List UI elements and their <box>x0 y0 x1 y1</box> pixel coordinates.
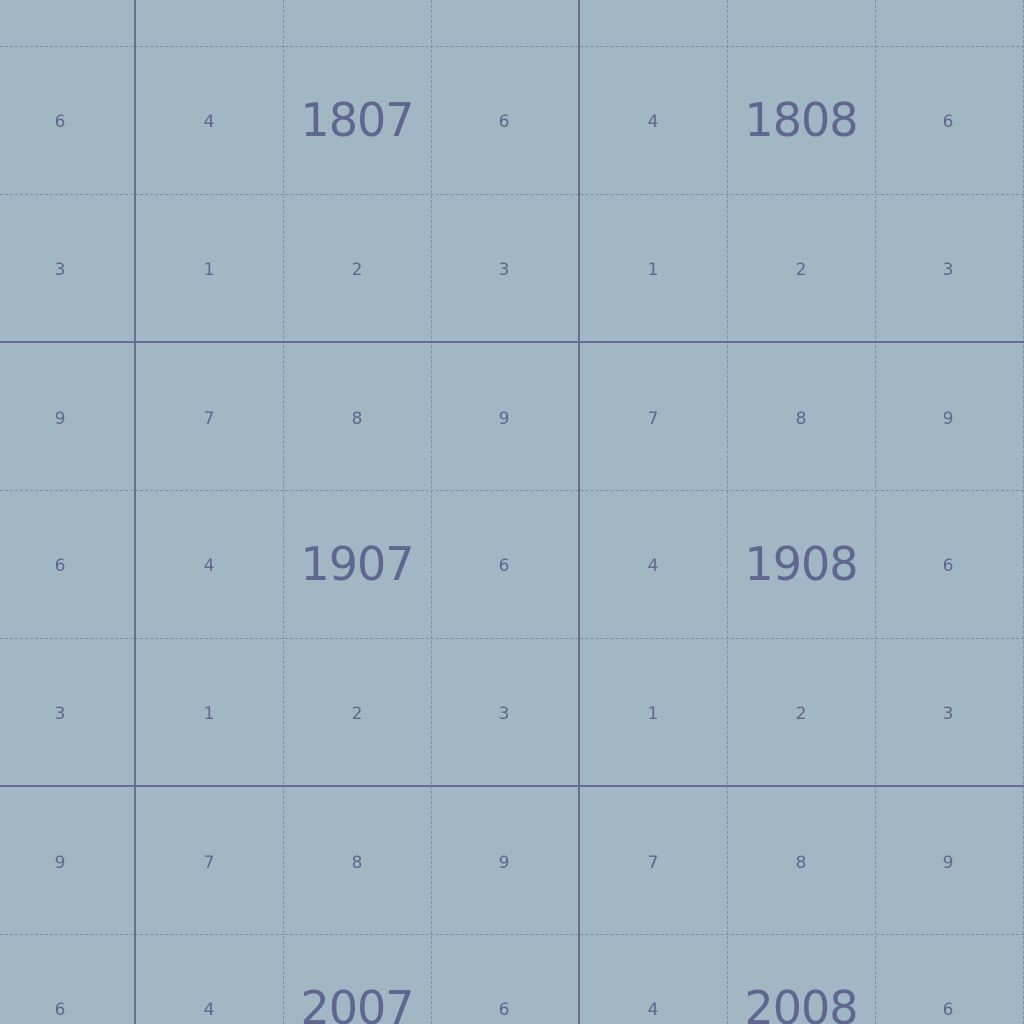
grid-cell-number: 6 <box>498 112 510 132</box>
grid-line-major-vertical <box>134 0 136 1024</box>
grid-line-minor-vertical <box>431 0 432 1024</box>
grid-cell-number: 4 <box>647 1000 659 1020</box>
grid-cell-number: 1 <box>647 260 659 280</box>
grid-cell-number: 1 <box>203 260 215 280</box>
grid-cell-number: 8 <box>351 853 363 873</box>
grid-cell-number: 4 <box>647 556 659 576</box>
grid-line-minor-horizontal <box>0 638 1024 639</box>
grid-cell-number: 8 <box>351 409 363 429</box>
grid-cell-number: 2 <box>795 260 807 280</box>
grid-cell-number: 2 <box>351 704 363 724</box>
grid-cell-number: 8 <box>795 409 807 429</box>
grid-line-minor-horizontal <box>0 490 1024 491</box>
grid-line-minor-horizontal <box>0 194 1024 195</box>
grid-line-minor-vertical <box>727 0 728 1024</box>
sheet-number-label: 1808 <box>744 93 858 147</box>
grid-cell-number: 3 <box>942 704 954 724</box>
grid-line-major-horizontal <box>0 341 1024 343</box>
sheet-number-label: 1907 <box>300 537 414 591</box>
grid-cell-number: 3 <box>54 704 66 724</box>
grid-cell-number: 7 <box>203 853 215 873</box>
grid-cell-number: 9 <box>54 853 66 873</box>
grid-cell-number: 6 <box>942 112 954 132</box>
grid-cell-number: 2 <box>795 704 807 724</box>
grid-cell-number: 4 <box>203 556 215 576</box>
grid-cell-number: 6 <box>498 556 510 576</box>
grid-line-minor-vertical <box>283 0 284 1024</box>
grid-cell-number: 7 <box>203 409 215 429</box>
grid-cell-number: 8 <box>795 853 807 873</box>
grid-cell-number: 1 <box>647 704 659 724</box>
grid-cell-number: 9 <box>54 409 66 429</box>
grid-line-major-horizontal <box>0 785 1024 787</box>
grid-line-major-vertical <box>578 0 580 1024</box>
grid-cell-number: 6 <box>498 1000 510 1020</box>
grid-cell-number: 3 <box>54 260 66 280</box>
grid-cell-number: 1 <box>203 704 215 724</box>
sheet-number-label: 2007 <box>300 981 414 1024</box>
grid-cell-number: 3 <box>498 260 510 280</box>
grid-cell-number: 2 <box>351 260 363 280</box>
sheet-number-label: 2008 <box>744 981 858 1024</box>
grid-cell-number: 3 <box>942 260 954 280</box>
grid-cell-number: 9 <box>498 853 510 873</box>
grid-cell-number: 6 <box>54 1000 66 1020</box>
grid-cell-number: 9 <box>942 409 954 429</box>
sheet-number-label: 1807 <box>300 93 414 147</box>
grid-cell-number: 6 <box>942 1000 954 1020</box>
sheet-number-label: 1908 <box>744 537 858 591</box>
grid-line-minor-horizontal <box>0 934 1024 935</box>
grid-cell-number: 9 <box>942 853 954 873</box>
grid-cell-number: 4 <box>647 112 659 132</box>
grid-line-minor-horizontal <box>0 46 1024 47</box>
grid-cell-number: 7 <box>647 853 659 873</box>
grid-cell-number: 6 <box>54 556 66 576</box>
grid-cell-number: 7 <box>647 409 659 429</box>
grid-cell-number: 6 <box>942 556 954 576</box>
grid-line-minor-vertical <box>875 0 876 1024</box>
grid-cell-number: 9 <box>498 409 510 429</box>
grid-cell-number: 4 <box>203 1000 215 1020</box>
grid-cell-number: 6 <box>54 112 66 132</box>
grid-cell-number: 3 <box>498 704 510 724</box>
grid-cell-number: 4 <box>203 112 215 132</box>
